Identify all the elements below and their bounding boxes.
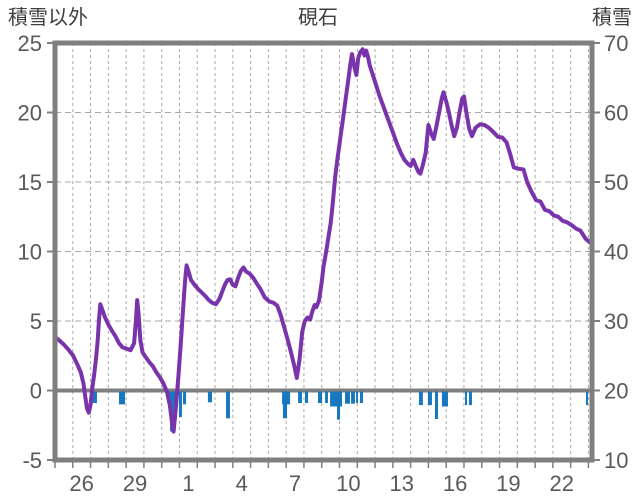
svg-text:19: 19: [496, 471, 520, 496]
svg-text:1: 1: [182, 471, 194, 496]
axis-ticks: [47, 42, 600, 468]
line-series: [53, 47, 594, 434]
svg-text:4: 4: [236, 471, 248, 496]
svg-text:26: 26: [69, 471, 93, 496]
svg-text:40: 40: [604, 240, 628, 265]
svg-text:0: 0: [30, 379, 42, 404]
chart-header: 積雪以外 硯石 積雪: [8, 6, 632, 29]
svg-text:10: 10: [604, 448, 628, 473]
svg-text:10: 10: [18, 240, 42, 265]
svg-text:30: 30: [604, 309, 628, 334]
svg-text:13: 13: [389, 471, 413, 496]
right-axis-labels: 70 60 50 40 30 20 10: [604, 31, 628, 473]
svg-text:10: 10: [336, 471, 360, 496]
plot-border: [52, 40, 595, 463]
svg-text:70: 70: [604, 31, 628, 56]
svg-text:-5: -5: [22, 448, 42, 473]
svg-text:50: 50: [604, 170, 628, 195]
left-axis-labels: 25 20 15 10 5 0 -5: [18, 31, 42, 473]
gridlines: [55, 43, 592, 460]
svg-text:22: 22: [550, 471, 574, 496]
right-axis-title: 積雪: [592, 6, 632, 29]
svg-text:20: 20: [18, 101, 42, 126]
x-axis-labels: 26 29 1 4 7 10 13 16 19 22: [69, 471, 574, 496]
left-axis-title: 積雪以外: [8, 6, 88, 29]
svg-text:60: 60: [604, 101, 628, 126]
bar-series: [90, 391, 588, 432]
chart-title: 硯石: [298, 7, 338, 29]
svg-text:7: 7: [289, 471, 301, 496]
svg-text:29: 29: [123, 471, 147, 496]
svg-text:15: 15: [18, 170, 42, 195]
svg-text:25: 25: [18, 31, 42, 56]
svg-text:5: 5: [30, 309, 42, 334]
svg-text:20: 20: [604, 379, 628, 404]
svg-text:16: 16: [443, 471, 467, 496]
